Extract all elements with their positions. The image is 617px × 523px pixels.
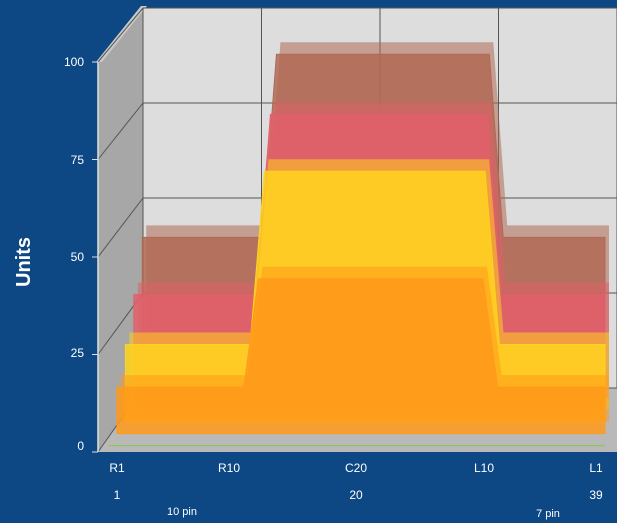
x-tick-l1: L1 (589, 461, 603, 475)
pin-label-7: 7 pin (536, 508, 560, 520)
y-tick-50: 50 (71, 250, 85, 264)
grid-line-wall-100 (97, 7, 144, 63)
grid-line-wall-50 (97, 197, 144, 258)
y-tick-75: 75 (71, 153, 85, 167)
x-index-20: 20 (349, 488, 363, 502)
y-axis-label: Units (13, 237, 35, 287)
x-tick-l10: L10 (474, 461, 494, 475)
y-tick-0: 0 (77, 439, 84, 453)
pin-label-10: 10 pin (167, 506, 197, 518)
x-index-1: 1 (114, 488, 121, 502)
y-tick-25: 25 (71, 346, 85, 360)
y-tick-100: 100 (64, 55, 84, 69)
grid-line-wall-75 (97, 102, 144, 160)
x-index-39: 39 (589, 488, 603, 502)
series-area-1 (116, 278, 606, 435)
x-tick-r10: R10 (218, 461, 240, 475)
x-tick-c20: C20 (345, 461, 367, 475)
x-tick-r1: R1 (109, 461, 125, 475)
